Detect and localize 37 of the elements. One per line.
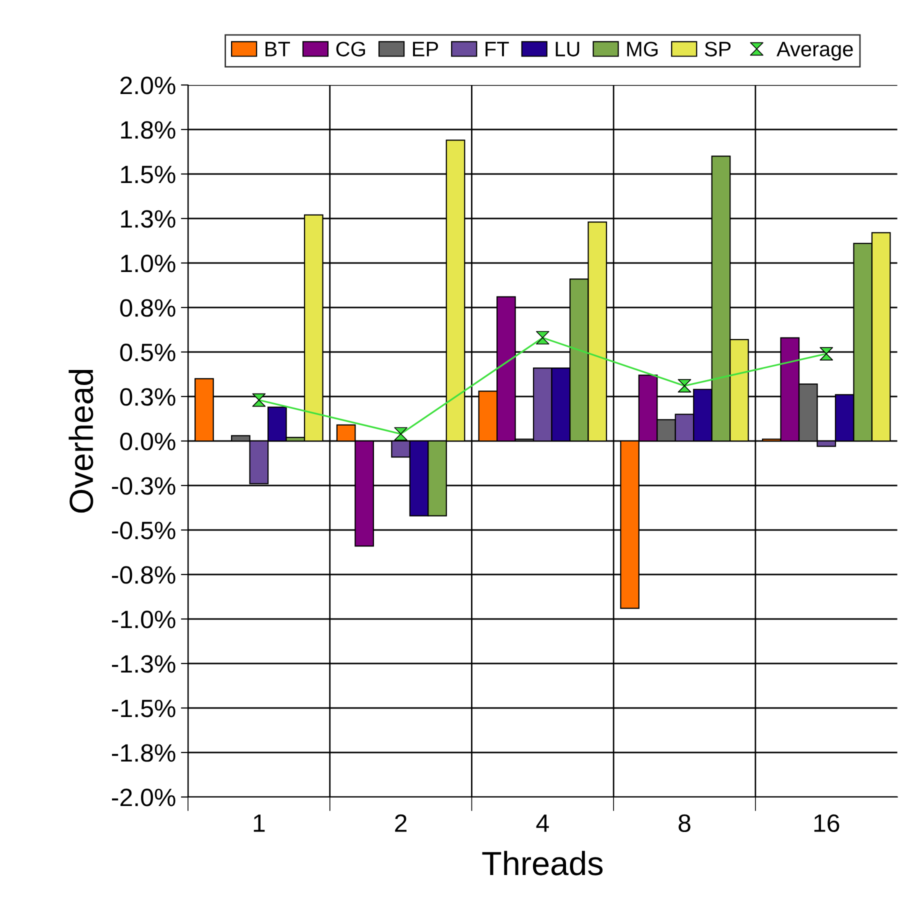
x-tick-label: 8 [678, 814, 690, 832]
x-tick-label: 16 [814, 814, 840, 832]
y-tick-label: 2.0% [120, 76, 176, 94]
point [678, 379, 692, 392]
y-axis-title: Overhead [68, 370, 94, 513]
y-tick-label: 1.8% [121, 121, 176, 139]
legend-label: BT [266, 42, 290, 56]
y-tick-label: -1.8% [112, 744, 176, 762]
point [252, 393, 266, 407]
y-tick-label: 1.5% [121, 166, 176, 184]
legend-label: EP [413, 42, 438, 56]
y-tick-label: -0.5% [112, 522, 176, 540]
point [394, 427, 408, 441]
y-tick-label: 1.3% [121, 210, 176, 228]
x-tick-label: 4 [536, 814, 549, 832]
x-tick-label: 1 [254, 814, 265, 832]
y-tick-label: 0.8% [120, 299, 176, 317]
y-tick-label: -0.3% [112, 477, 176, 495]
y-tick-label: 0.3% [120, 388, 176, 406]
point [536, 331, 550, 344]
x-tick-label: 2 [395, 814, 406, 832]
y-tick-label: -1.5% [112, 700, 176, 718]
point [820, 347, 834, 360]
y-tick-label: -0.8% [112, 566, 176, 584]
legend-label: SP [704, 42, 731, 56]
legend-label: CG [336, 42, 365, 56]
legend-label: MG [627, 42, 658, 56]
y-tick-label: -2.0% [112, 788, 176, 806]
legend-label: FT [486, 42, 509, 56]
y-tick-label: -1.3% [112, 655, 176, 673]
y-tick-label: -1.0% [112, 610, 176, 628]
legend-label: LU [556, 42, 580, 56]
y-tick-label: 0.0% [120, 432, 176, 450]
legend-label: Average [776, 42, 853, 61]
y-tick-label: 0.5% [120, 344, 176, 362]
x-axis-title: Threads [482, 850, 603, 876]
y-tick-label: 1.0% [121, 254, 176, 272]
